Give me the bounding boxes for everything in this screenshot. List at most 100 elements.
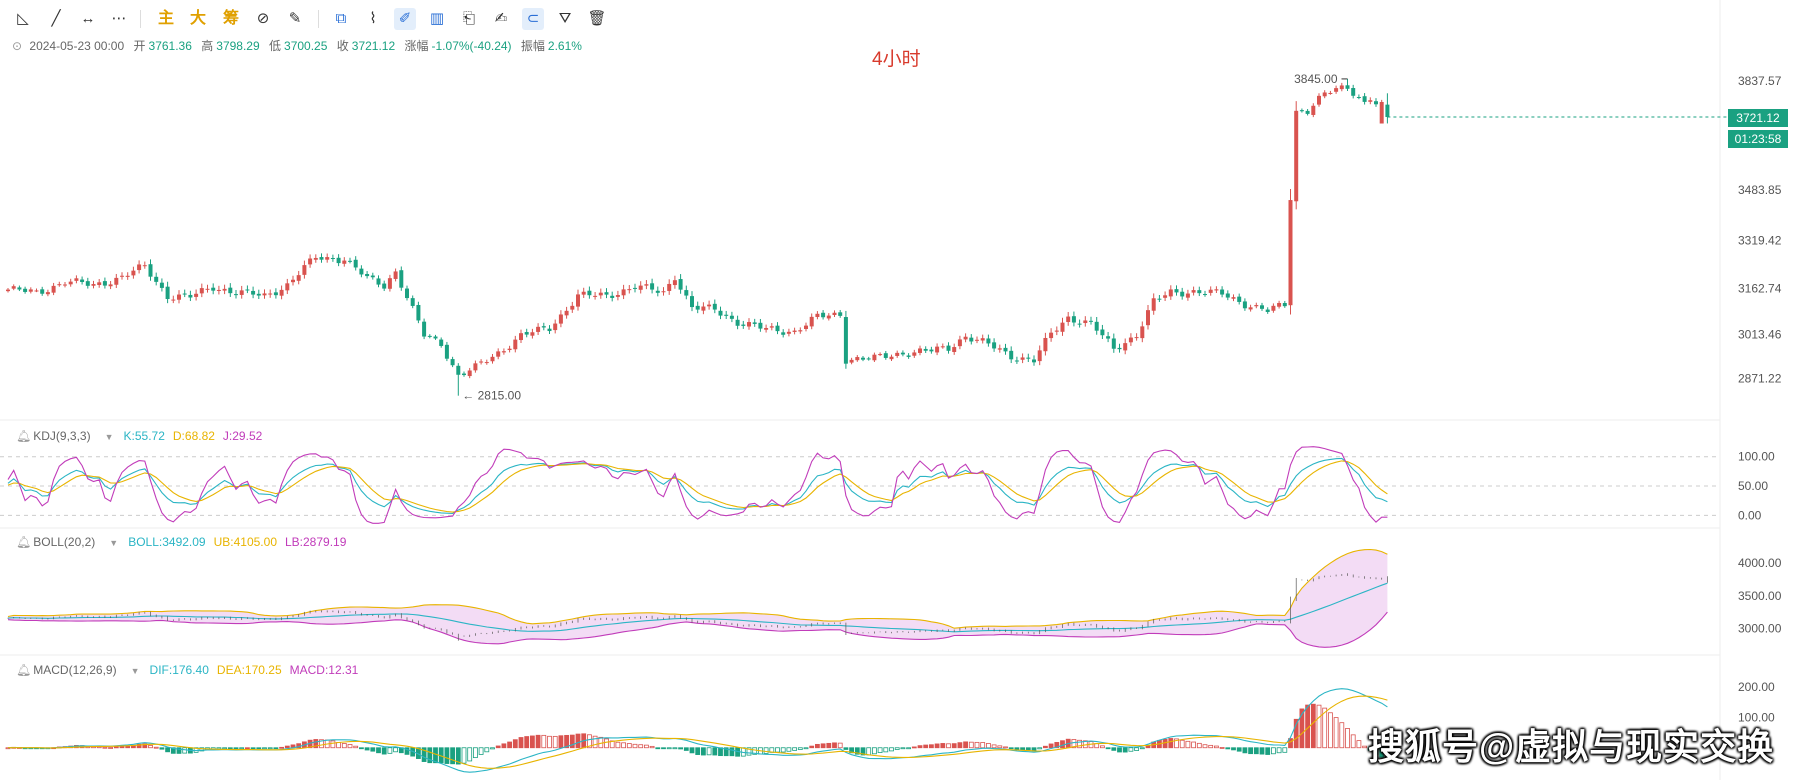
candle-body	[638, 285, 643, 290]
ruler-icon[interactable]: ⌇	[369, 10, 377, 27]
candle-body	[444, 344, 449, 359]
macd-histogram-bar	[849, 747, 854, 754]
macd-tick-label: 100.00	[1738, 710, 1775, 724]
candle-body	[667, 283, 672, 291]
bar-timestamp: 2024-05-23 00:00	[29, 39, 125, 53]
more-tools-icon[interactable]: ⋯	[111, 10, 127, 27]
macd-histogram-bar	[1105, 747, 1111, 750]
chevron-down-icon[interactable]: ▼	[130, 666, 140, 676]
candle-icon[interactable]: ▥	[429, 10, 445, 27]
candle-body	[11, 286, 16, 289]
candle-body	[553, 323, 558, 331]
candle-body	[216, 289, 221, 291]
candle-body	[137, 264, 142, 271]
macd-histogram-bar	[1003, 746, 1008, 749]
kdj-header: 🔔︎ KDJ(9,3,3) ▼ K:55.72 D:68.82 J:29.52	[16, 428, 270, 444]
candle-body	[1265, 309, 1270, 312]
line-tool-icon[interactable]: ◺	[17, 10, 29, 27]
magnet-icon[interactable]: ⊂	[522, 8, 544, 30]
kdj-k: K:55.72	[123, 429, 165, 443]
collapse-icon[interactable]: ⊙	[12, 39, 23, 53]
main-button[interactable]: 主	[157, 10, 174, 27]
candle-body	[821, 312, 826, 318]
candle-body	[541, 326, 546, 328]
candle-body	[798, 330, 803, 332]
macd-histogram-bar	[1282, 747, 1288, 753]
macd-histogram-bar	[1339, 722, 1345, 749]
horizontal-line-icon[interactable]: ↔	[80, 10, 96, 27]
candle-body	[1014, 360, 1019, 362]
candle-body	[313, 257, 318, 260]
macd-histogram-bar	[797, 747, 803, 750]
macd-histogram-bar	[250, 747, 256, 750]
macd-histogram-bar	[136, 743, 142, 749]
candle-body	[142, 265, 147, 267]
candle-body	[102, 281, 107, 286]
open-value: 3761.36	[148, 39, 192, 53]
macd-histogram-bar	[826, 742, 832, 749]
macd-histogram-bar	[1225, 747, 1231, 750]
macd-histogram-bar	[148, 745, 153, 749]
macd-histogram-bar	[701, 747, 706, 756]
delete-icon[interactable]: 🗑	[587, 10, 607, 27]
macd-histogram-bar	[917, 745, 923, 749]
note-icon[interactable]: ✍	[494, 10, 508, 27]
candle-body	[712, 303, 717, 310]
candle-body	[507, 348, 512, 351]
candle-body	[262, 293, 267, 296]
candle-body	[57, 284, 62, 286]
candle-body	[855, 357, 860, 361]
candle-body	[1168, 289, 1173, 297]
macd-histogram-bar	[940, 743, 946, 749]
ray-tool-icon[interactable]: ╱	[51, 10, 61, 27]
macd-dea-line	[8, 695, 1388, 769]
macd-name: MACD(12,26,9)	[33, 663, 117, 677]
big-button[interactable]: 大	[189, 10, 206, 27]
chevron-down-icon[interactable]: ▼	[104, 432, 114, 442]
clipboard-icon[interactable]: ⎗	[462, 10, 475, 27]
kdj-d-line	[7, 460, 1388, 513]
bell-icon[interactable]: 🔔︎	[16, 429, 32, 443]
candle-body	[866, 358, 871, 360]
macd-histogram-bar	[718, 747, 723, 757]
macd-histogram-bar	[877, 747, 883, 753]
candle-body	[832, 312, 837, 316]
candle-body	[416, 304, 421, 321]
copy-icon[interactable]: ⧉	[335, 10, 347, 27]
candle-body	[1083, 320, 1088, 324]
candle-body	[6, 289, 10, 292]
macd-histogram-bar	[176, 747, 182, 754]
candle-body	[159, 282, 164, 288]
candle-body	[1060, 322, 1065, 332]
filter-icon[interactable]: ⛛	[558, 10, 572, 27]
indicator-edit-icon[interactable]: ⊘	[256, 10, 270, 27]
macd-histogram-bar	[313, 739, 319, 749]
macd-histogram-bar	[906, 747, 911, 750]
macd-histogram-bar	[655, 747, 661, 750]
macd-histogram-bar	[1362, 745, 1367, 749]
macd-histogram-bar	[153, 746, 159, 749]
macd-histogram-bar	[923, 744, 929, 749]
brush-icon[interactable]: ✎	[288, 10, 302, 27]
candle-body	[519, 333, 523, 341]
boll-name: BOLL(20,2)	[33, 535, 96, 549]
candle-body	[849, 359, 854, 363]
chip-button[interactable]: 筹	[222, 10, 239, 27]
macd-histogram-bar	[262, 747, 267, 750]
last-price-tag: 3721.12	[1728, 109, 1788, 127]
macd-histogram-bar	[957, 742, 963, 749]
candle-body	[91, 284, 96, 286]
chevron-down-icon[interactable]: ▼	[109, 538, 119, 548]
bell-icon[interactable]: 🔔︎	[16, 663, 32, 677]
macd-histogram-bar	[541, 734, 547, 749]
boll-upper-line	[7, 548, 1388, 629]
macd-histogram-bar	[900, 747, 906, 750]
bell-icon[interactable]: 🔔︎	[16, 535, 32, 549]
macd-histogram-bar	[997, 745, 1003, 749]
macd-histogram-bar	[552, 735, 558, 749]
candle-body	[51, 285, 56, 293]
candle-body	[1032, 359, 1036, 363]
candle-body	[587, 290, 592, 296]
draw-icon[interactable]: ✐	[394, 8, 416, 30]
